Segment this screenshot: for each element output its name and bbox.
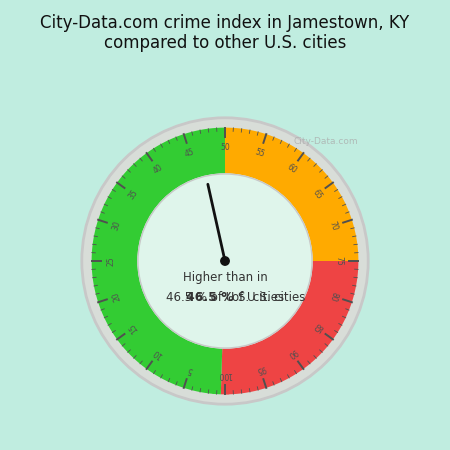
Circle shape — [221, 257, 229, 265]
Text: City-Data.com crime index in Jamestown, KY
compared to other U.S. cities: City-Data.com crime index in Jamestown, … — [40, 14, 410, 52]
Text: Higher than in: Higher than in — [183, 271, 267, 284]
Text: 40: 40 — [152, 162, 165, 176]
Text: 60: 60 — [285, 162, 298, 176]
Text: 15: 15 — [126, 321, 140, 334]
Text: 20: 20 — [111, 290, 122, 302]
Polygon shape — [225, 128, 358, 261]
Circle shape — [138, 174, 312, 348]
Text: 90: 90 — [285, 346, 298, 360]
Text: 46.5 %: 46.5 % — [186, 291, 234, 304]
Text: 80: 80 — [328, 290, 339, 302]
Text: of U.S. cities: of U.S. cities — [232, 291, 306, 304]
Text: 5: 5 — [186, 364, 194, 374]
Polygon shape — [212, 348, 222, 394]
Text: 65: 65 — [310, 188, 324, 201]
Text: 100: 100 — [218, 370, 232, 379]
Text: City-Data.com: City-Data.com — [294, 137, 358, 146]
Text: 95: 95 — [254, 363, 266, 375]
Text: 75: 75 — [334, 256, 343, 266]
Polygon shape — [92, 128, 225, 394]
Polygon shape — [225, 261, 358, 394]
Text: 30: 30 — [111, 220, 123, 232]
Text: 85: 85 — [310, 321, 324, 334]
Text: 55: 55 — [254, 147, 266, 159]
Polygon shape — [221, 348, 229, 394]
Circle shape — [82, 118, 368, 404]
Text: 25: 25 — [107, 256, 116, 266]
Text: 50: 50 — [220, 143, 230, 152]
Text: 45: 45 — [184, 147, 196, 159]
Text: 10: 10 — [152, 346, 165, 360]
Text: 35: 35 — [126, 188, 140, 201]
Text: 70: 70 — [327, 220, 339, 232]
Text: 46.5 % of U.S. cities: 46.5 % of U.S. cities — [166, 291, 284, 304]
